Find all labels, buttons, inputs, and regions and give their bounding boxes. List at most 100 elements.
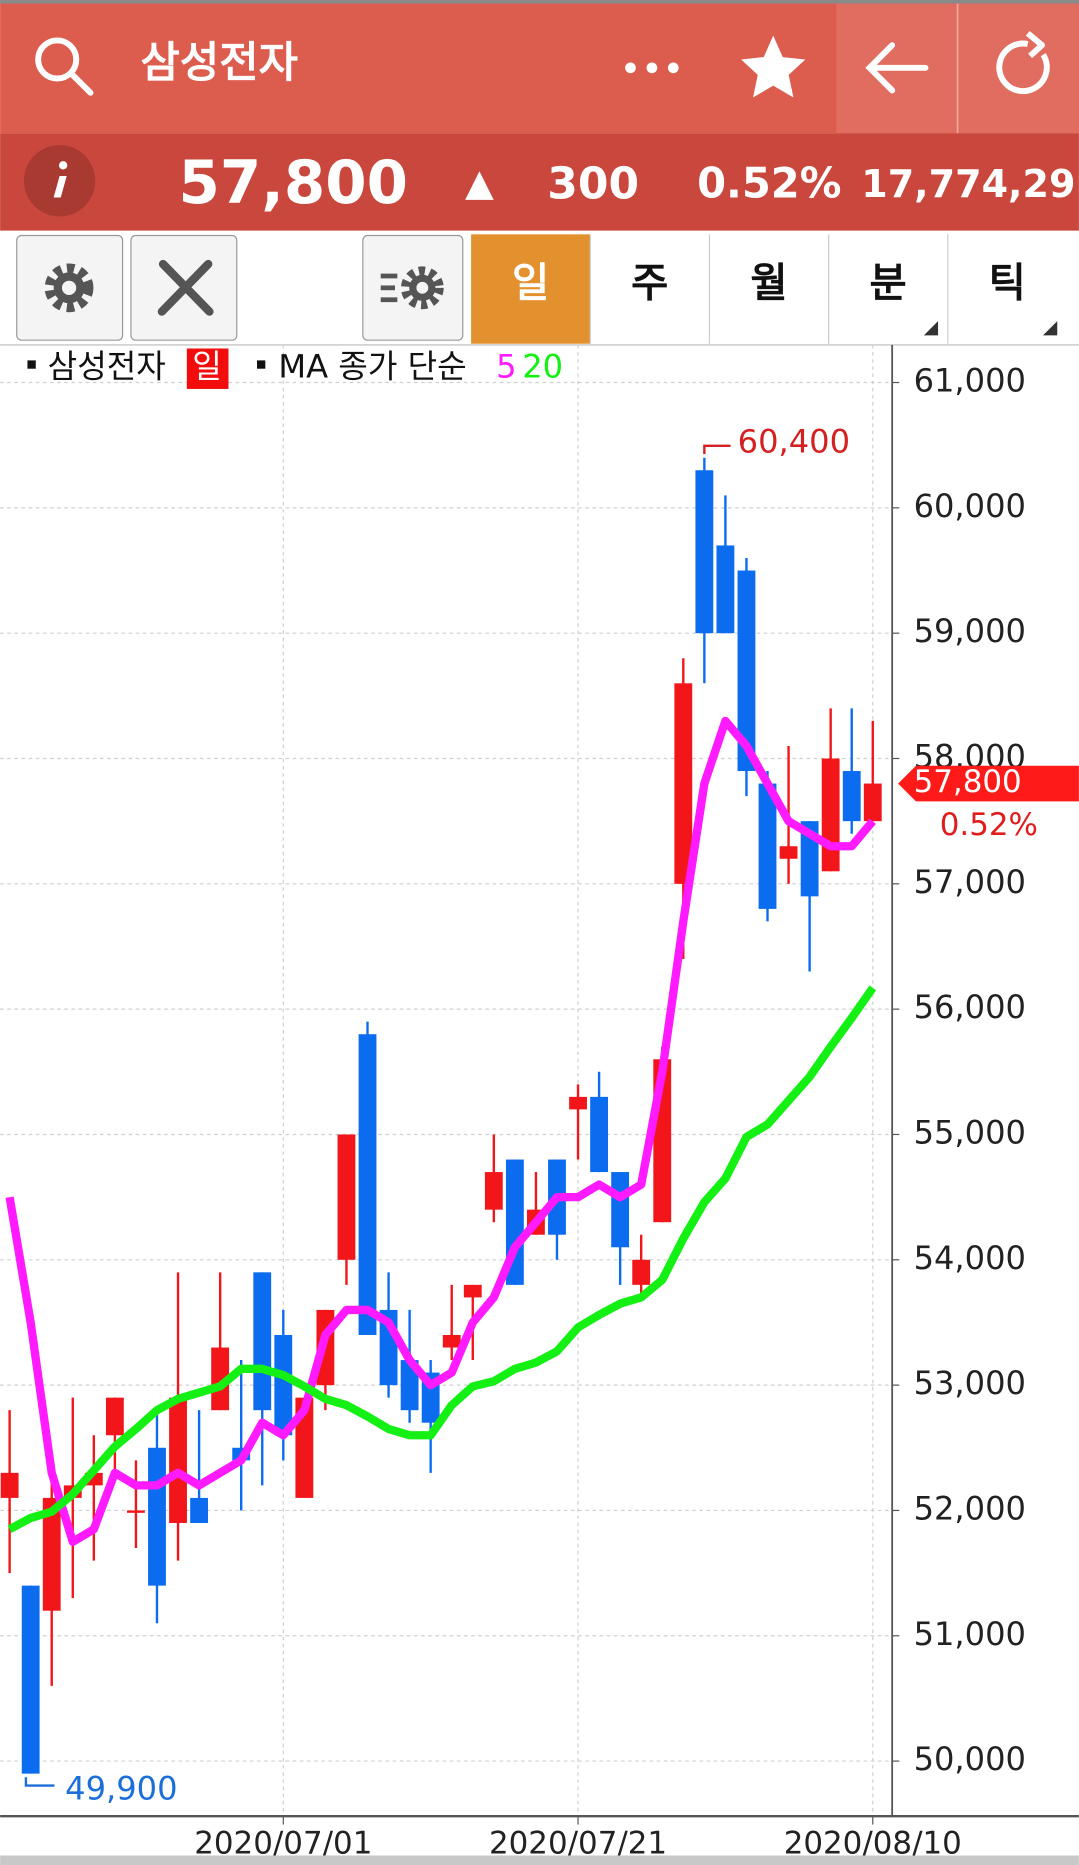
info-button[interactable] [23,145,96,217]
back-button[interactable] [865,42,929,94]
indicator-settings-button[interactable] [362,234,464,341]
x-tick-label: 2020/07/01 [194,1825,372,1861]
candle-body [127,1510,145,1513]
change-percent: 0.52% [697,159,841,208]
candle-body [821,758,840,872]
tab-bg [709,234,829,344]
candle-body [674,683,693,884]
candle-body [611,1172,630,1248]
candle-body [695,470,714,634]
tab-label: 월 [750,258,787,306]
price-bar [0,133,1079,231]
candle-body [337,1134,356,1260]
chart: 50,000 51,000 52,000 53,000 54,000 55,000 56,0… [0,344,1079,1861]
candle-body [632,1259,651,1285]
legend-symbol: 삼성전자 [48,348,166,386]
status-edge [0,0,1079,4]
candle-body [400,1360,419,1411]
bottom-strip [0,1855,1079,1865]
candle-body [779,846,798,859]
candle-body [758,783,777,909]
candle-body [148,1447,166,1586]
search-button[interactable] [35,37,94,96]
tab-label: 분 [870,258,907,306]
y-tick-label: 52,000 [914,1489,1026,1527]
candle-body [716,545,735,634]
candle-body [274,1334,293,1436]
period-tab[interactable]: 월 [708,234,829,344]
candle-body [21,1585,40,1774]
period-tab[interactable]: 틱 [947,234,1067,344]
up-arrow [465,171,494,200]
price-tag-label: 57,800 [914,764,1022,800]
legend-square [257,360,266,369]
period-tab[interactable]: 일 [471,234,591,344]
tab-bg [947,234,1067,344]
price-tag-pct: 0.52% [940,807,1038,843]
x-tick-label: 2020/08/10 [784,1825,962,1861]
candle-body [295,1397,314,1498]
x-tick-label: 2020/07/21 [489,1825,667,1861]
tab-bg [590,234,710,344]
legend-period-bg [186,348,229,389]
more-button[interactable] [625,62,679,74]
candle-body [211,1347,230,1411]
candle-body [590,1096,609,1173]
candle-body [842,771,861,822]
tab-bg [471,234,591,344]
y-tick-label: 61,000 [914,362,1026,400]
candle-body [105,1397,124,1436]
tab-label: 틱 [989,258,1026,306]
low-pointer [24,1777,55,1787]
candle-body [442,1334,461,1348]
candle-body [0,1472,19,1498]
tab-bg [828,234,948,344]
candle-body [569,1096,587,1110]
tab-label: 일 [512,258,549,306]
period-tab[interactable]: 분 [828,234,948,344]
low-label: 49,900 [65,1769,177,1807]
ma-line [7,985,877,1533]
tools-button[interactable] [130,234,238,341]
y-tick-label: 59,000 [914,612,1026,650]
candle-body [190,1497,209,1523]
candle-body [463,1284,482,1298]
y-tick-label: 60,000 [914,487,1026,525]
legend-ma: MA 종가 단순 [278,348,466,386]
high-pointer [703,444,731,455]
candle-body [863,783,882,822]
period-tab[interactable]: 주 [589,234,710,344]
y-tick-label: 53,000 [914,1364,1026,1402]
legend-series: 20 [522,348,563,386]
candle-body [358,1034,377,1335]
y-tick-label: 57,000 [914,863,1026,901]
favorite-button[interactable] [741,35,806,98]
candle-body [484,1172,503,1210]
high-label: 60,400 [738,422,850,460]
legend-series: 5 [496,348,516,386]
y-tick-label: 54,000 [914,1239,1026,1277]
current-price: 57,800 [179,149,408,218]
tab-dropdown [1042,321,1058,336]
tab-label: 주 [631,258,668,306]
legend-period: 일 [192,348,222,386]
candle-body [169,1397,187,1523]
settings-button[interactable] [16,234,124,341]
price-tag [898,765,1079,802]
stock-title: 삼성전자 [140,38,298,88]
y-tick-label: 51,000 [914,1615,1026,1653]
y-tick-label: 55,000 [914,1113,1026,1151]
y-tick-label: 50,000 [914,1740,1026,1778]
candle-body [42,1497,61,1611]
price-change: 300 [547,159,639,210]
legend-square [27,360,36,369]
tab-dropdown [923,321,939,336]
volume: 17,774,291 [861,162,1079,206]
y-tick-label: 56,000 [914,988,1026,1026]
candle-body [253,1272,272,1411]
candle-body [737,570,756,772]
refresh-button[interactable] [996,31,1050,95]
